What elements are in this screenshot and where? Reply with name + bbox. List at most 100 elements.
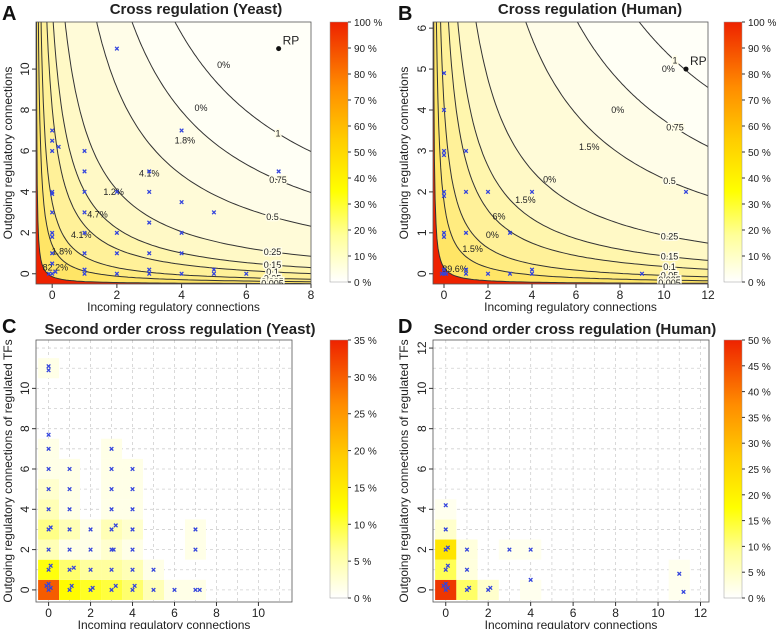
data-point [46,507,51,512]
y-tick-label: 12 [415,341,429,355]
data-point [49,210,55,215]
colorbar-tick-label: 0 % [748,278,765,289]
colorbar-tick-label: 80 % [748,70,771,81]
colorbar-tick-label: 30 % [748,200,771,211]
data-point [113,523,118,528]
x-tick-label: 2 [485,606,492,620]
contour-line [457,22,708,261]
plot-area [433,340,709,602]
contour-label: 0.15 [661,252,679,262]
data-point [193,587,198,593]
data-point [48,525,53,530]
colorbar-tick-label: 50 % [748,336,771,347]
colorbar-tick-label: 60 % [354,122,377,133]
data-point [49,148,55,154]
region-percent: 0% [543,175,556,185]
data-point [463,148,469,154]
data-point [441,193,447,199]
data-point [109,466,114,472]
region-percent: 1.5% [579,142,600,152]
y-tick-label: 10 [18,62,32,76]
contour-line [52,22,311,269]
data-point [528,547,533,552]
data-point [48,585,53,591]
data-point [67,527,72,532]
data-point [56,144,61,150]
data-point [49,230,55,236]
data-point [677,571,682,577]
plot-frame [35,21,312,285]
x-axis-label: Incoming regulatory connections [485,618,658,629]
x-tick-label: 10 [657,288,671,302]
x-tick-label: 8 [213,606,220,620]
panel-letter: D [398,316,412,338]
colorbar-tick-label: 35 % [354,336,377,347]
data-point [244,271,249,277]
contour-label: 1 [672,56,677,66]
data-point [529,267,535,272]
data-point [276,169,281,174]
data-point [463,189,469,195]
colorbar-tick-label: 45 % [748,362,771,373]
colorbar-tick-label: 15 % [748,517,771,528]
colorbar-tick-label: 30 % [748,439,771,450]
contour-line [37,22,311,283]
data-point [130,547,135,552]
x-tick-label: 2 [114,288,121,302]
data-point [111,547,116,552]
heat-cell [668,559,690,580]
data-point [443,581,448,587]
data-point [151,567,156,573]
data-point [179,251,184,256]
data-point [114,230,120,236]
data-point [130,567,135,573]
panel-b: B Cross regulation (Human) 1 0.75 0.5 0.25 0.1… [397,1,776,314]
data-point [146,189,152,195]
x-tick-label: 4 [529,288,536,302]
colorbar-tick-label: 70 % [748,96,771,107]
data-point [172,587,177,593]
data-point [179,230,184,236]
data-point [114,46,120,51]
x-tick-label: 0 [45,606,52,620]
x-axis-label: Incoming regulatory connections [78,618,251,629]
contour-label: 0.025 [658,275,681,285]
heat-cell [668,579,690,600]
contour-line [64,22,311,257]
colorbar-tick-label: 100 % [748,18,776,29]
data-point [445,563,451,568]
x-tick-label: 12 [701,288,715,302]
colorbar-tick-label: 0 % [354,594,371,605]
contour-label: 0.005 [658,278,681,288]
y-tick-label: 8 [18,106,32,113]
data-point [211,271,217,277]
data-point [46,466,51,472]
contour-label: 0.25 [264,247,282,257]
rp-label: RP [690,54,707,68]
data-point [46,363,51,369]
y-axis-label: Outgoing regulatory connections of regul… [1,339,15,602]
y-tick-label: 10 [415,381,429,395]
data-point [88,527,93,532]
rp-point [683,66,689,72]
data-point [82,210,87,215]
colorbar-tick-label: 20 % [748,226,771,237]
data-point [443,271,449,277]
contour-band [36,22,311,284]
data-point [71,565,77,570]
colorbar-tick-label: 40 % [354,174,377,185]
data-point [82,169,87,174]
x-tick-label: 0 [442,606,449,620]
region-percent: 0% [194,103,207,113]
x-tick-label: 4 [129,606,136,620]
data-point [67,587,72,593]
data-point [49,128,55,133]
data-point [441,148,447,154]
colorbar-tick-label: 10 % [748,252,771,263]
x-tick-label: 0 [441,288,448,302]
data-point [46,446,51,452]
x-tick-label: 6 [570,606,577,620]
data-point [211,210,217,215]
contour-line [96,22,311,227]
